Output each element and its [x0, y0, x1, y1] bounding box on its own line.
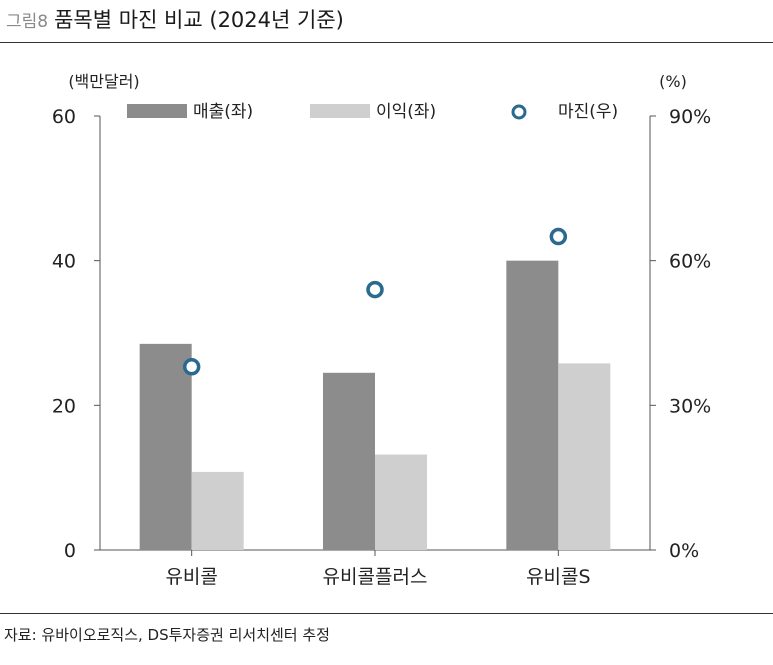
margin-markers — [182, 227, 568, 376]
legend-swatch-sales — [127, 104, 187, 118]
margin-marker — [182, 358, 201, 376]
margin-marker — [549, 227, 568, 246]
source-note: 자료: 유바이오로직스, DS투자증권 리서치센터 추정 — [4, 626, 330, 644]
legend-label-profit: 이익(좌) — [376, 102, 436, 122]
legend-label-sales: 매출(좌) — [193, 102, 253, 122]
right-axis-tick-label: 0% — [669, 540, 699, 562]
figure-label: 그림8 — [6, 12, 49, 32]
right-axis-tick-label: 90% — [669, 106, 711, 128]
right-axis-tick-label: 30% — [669, 395, 711, 417]
x-axis-tick-label: 유비콜플러스 — [323, 566, 428, 588]
axes: 0 20 40 60 0% 30% 60% 90% 유비콜 유비콜플러스 유비콜S — [52, 106, 711, 588]
margin-marker — [366, 280, 384, 299]
figure-header: 그림8 품목별 마진 비교 (2024년 기준) — [6, 4, 344, 38]
bar-sales — [506, 260, 559, 550]
bottom-rule — [0, 613, 773, 614]
bar-profit — [375, 454, 427, 550]
legend: 매출(좌) 이익(좌) 마진(우) — [127, 102, 618, 122]
left-axis-tick-label: 60 — [52, 106, 76, 128]
bar-sales — [139, 343, 192, 550]
left-axis-tick-label: 20 — [52, 395, 76, 417]
bar-profit — [191, 471, 244, 550]
legend-marker-margin — [511, 104, 527, 120]
x-axis-tick-label: 유비콜 — [165, 566, 217, 588]
legend-label-margin: 마진(우) — [558, 102, 618, 122]
legend-swatch-profit — [310, 104, 370, 118]
bars — [139, 260, 611, 550]
figure-title: 품목별 마진 비교 (2024년 기준) — [54, 8, 344, 32]
right-axis-tick-label: 60% — [669, 251, 711, 273]
top-rule — [0, 42, 773, 43]
right-axis-unit: (%) — [659, 72, 687, 91]
margin-comparison-chart: (백만달러) (%) 매출(좌) 이익(좌) 마진(우) 0 20 40 60 0% 30… — [52, 72, 711, 588]
left-axis-tick-label: 40 — [52, 251, 76, 273]
bar-sales — [323, 372, 375, 550]
x-axis-tick-label: 유비콜S — [526, 566, 591, 588]
left-axis-unit: (백만달러) — [68, 72, 139, 91]
left-axis-tick-label: 0 — [64, 540, 76, 562]
bar-profit — [558, 363, 611, 550]
